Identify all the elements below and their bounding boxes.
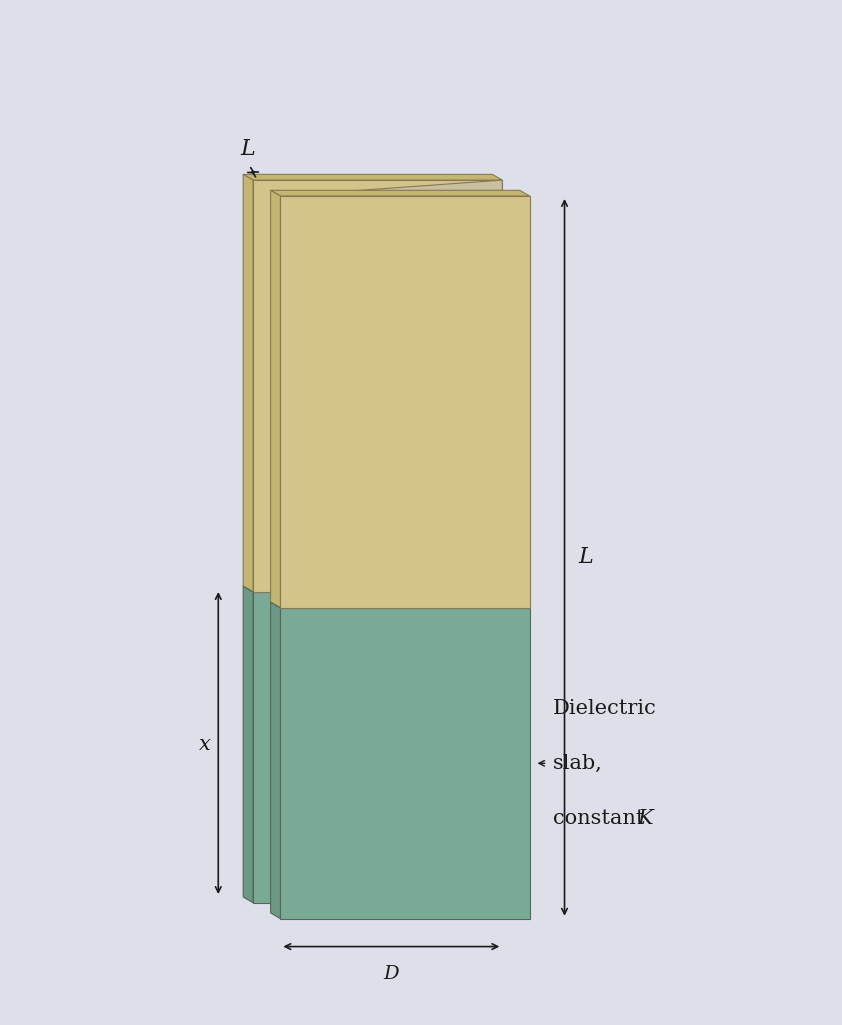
Text: slab,: slab, <box>552 753 602 773</box>
Polygon shape <box>253 592 502 903</box>
Polygon shape <box>243 586 253 903</box>
Text: x: x <box>199 735 210 754</box>
Text: Dielectric: Dielectric <box>552 699 656 718</box>
Polygon shape <box>280 592 502 918</box>
Polygon shape <box>270 191 530 196</box>
Polygon shape <box>280 196 530 608</box>
Polygon shape <box>243 174 502 180</box>
Text: K: K <box>637 809 653 827</box>
Polygon shape <box>253 180 502 592</box>
Text: constant: constant <box>552 809 651 827</box>
Text: D: D <box>384 965 399 983</box>
Polygon shape <box>280 180 502 608</box>
Polygon shape <box>243 174 253 592</box>
Polygon shape <box>270 191 280 608</box>
Text: L: L <box>241 138 255 160</box>
Text: L: L <box>578 546 594 568</box>
Polygon shape <box>270 603 280 918</box>
Polygon shape <box>280 608 530 918</box>
